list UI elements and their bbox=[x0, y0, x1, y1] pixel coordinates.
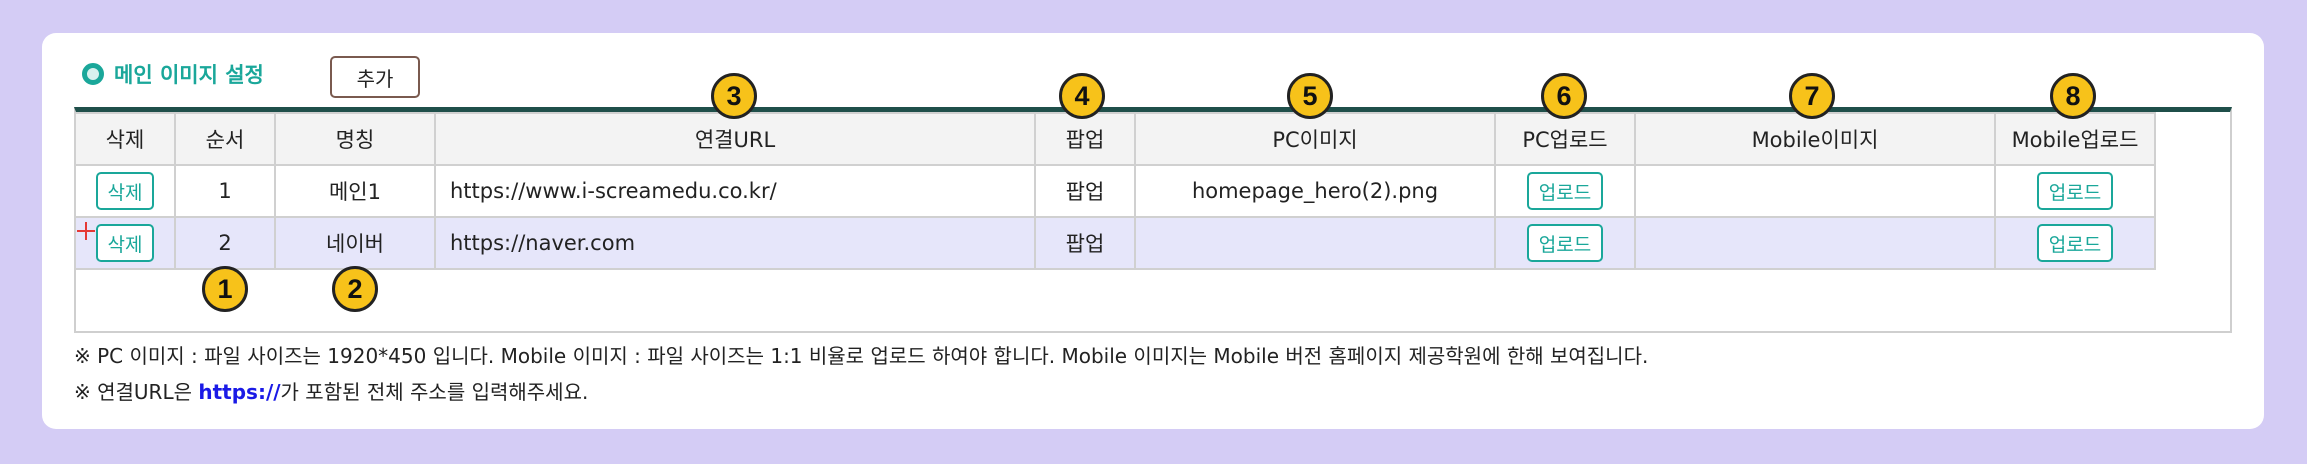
header-mobile-image: Mobile이미지 bbox=[1634, 112, 1996, 166]
delete-button[interactable]: 삭제 bbox=[95, 172, 155, 210]
pc-upload-cell: 업로드 bbox=[1494, 164, 1636, 218]
note-url: ※ 연결URL은 https://가 포함된 전체 주소를 입력해주세요. bbox=[74, 376, 588, 405]
annotation-badge-8: 8 bbox=[2050, 73, 2096, 119]
pc-image-cell: homepage_hero(2).png bbox=[1134, 164, 1496, 218]
image-table: 삭제 순서 명칭 연결URL 팝업 PC이미지 PC업로드 Mobile이미지 … bbox=[74, 112, 2156, 270]
note-url-protocol: https:// bbox=[198, 380, 281, 404]
note-image-size: ※ PC 이미지 : 파일 사이즈는 1920*450 입니다. Mobile … bbox=[74, 344, 1649, 368]
order-cell: 2 bbox=[174, 216, 276, 270]
header-name: 명칭 bbox=[274, 112, 436, 166]
name-cell: 메인1 bbox=[274, 164, 436, 218]
mobile-image-cell bbox=[1634, 164, 1996, 218]
mobile-upload-cell: 업로드 bbox=[1994, 164, 2156, 218]
url-cell: https://www.i-screamedu.co.kr/ bbox=[434, 164, 1036, 218]
pc-upload-button[interactable]: 업로드 bbox=[1526, 224, 1604, 262]
note-url-prefix: ※ 연결URL은 bbox=[74, 380, 199, 404]
annotation-badge-3: 3 bbox=[711, 73, 757, 119]
popup-cell: 팝업 bbox=[1034, 164, 1136, 218]
url-cell: https://naver.com bbox=[434, 216, 1036, 270]
annotation-badge-7: 7 bbox=[1789, 73, 1835, 119]
delete-cell: 삭제 bbox=[74, 216, 176, 270]
table-row: 삭제 1 메인1 https://www.i-screamedu.co.kr/ … bbox=[74, 164, 2156, 218]
annotation-badge-6: 6 bbox=[1541, 73, 1587, 119]
header-url: 연결URL bbox=[434, 112, 1036, 166]
pc-upload-button[interactable]: 업로드 bbox=[1526, 172, 1604, 210]
delete-button[interactable]: 삭제 bbox=[95, 224, 155, 262]
annotation-badge-1: 1 bbox=[202, 266, 248, 312]
add-button[interactable]: 추가 bbox=[330, 56, 420, 98]
section-title-label: 메인 이미지 설정 bbox=[114, 63, 264, 87]
header-popup: 팝업 bbox=[1034, 112, 1136, 166]
header-delete: 삭제 bbox=[74, 112, 176, 166]
radio-ring-icon bbox=[82, 63, 104, 85]
header-order: 순서 bbox=[174, 112, 276, 166]
section-title: 메인 이미지 설정 bbox=[82, 57, 264, 91]
annotation-badge-4: 4 bbox=[1059, 73, 1105, 119]
crosshair-cursor-icon bbox=[77, 222, 95, 240]
pc-image-cell bbox=[1134, 216, 1496, 270]
header-pc-image: PC이미지 bbox=[1134, 112, 1496, 166]
mobile-upload-button[interactable]: 업로드 bbox=[2036, 224, 2114, 262]
annotation-badge-5: 5 bbox=[1287, 73, 1333, 119]
delete-cell: 삭제 bbox=[74, 164, 176, 218]
mobile-image-cell bbox=[1634, 216, 1996, 270]
pc-upload-cell: 업로드 bbox=[1494, 216, 1636, 270]
header-pc-upload: PC업로드 bbox=[1494, 112, 1636, 166]
mobile-upload-cell: 업로드 bbox=[1994, 216, 2156, 270]
name-cell: 네이버 bbox=[274, 216, 436, 270]
annotation-badge-2: 2 bbox=[332, 266, 378, 312]
mobile-upload-button[interactable]: 업로드 bbox=[2036, 172, 2114, 210]
note-url-suffix: 가 포함된 전체 주소를 입력해주세요. bbox=[280, 380, 589, 404]
table-header-row: 삭제 순서 명칭 연결URL 팝업 PC이미지 PC업로드 Mobile이미지 … bbox=[74, 112, 2156, 166]
order-cell: 1 bbox=[174, 164, 276, 218]
header-mobile-upload: Mobile업로드 bbox=[1994, 112, 2156, 166]
popup-cell: 팝업 bbox=[1034, 216, 1136, 270]
table-row: 삭제 2 네이버 https://naver.com 팝업 업로드 업로드 bbox=[74, 216, 2156, 270]
